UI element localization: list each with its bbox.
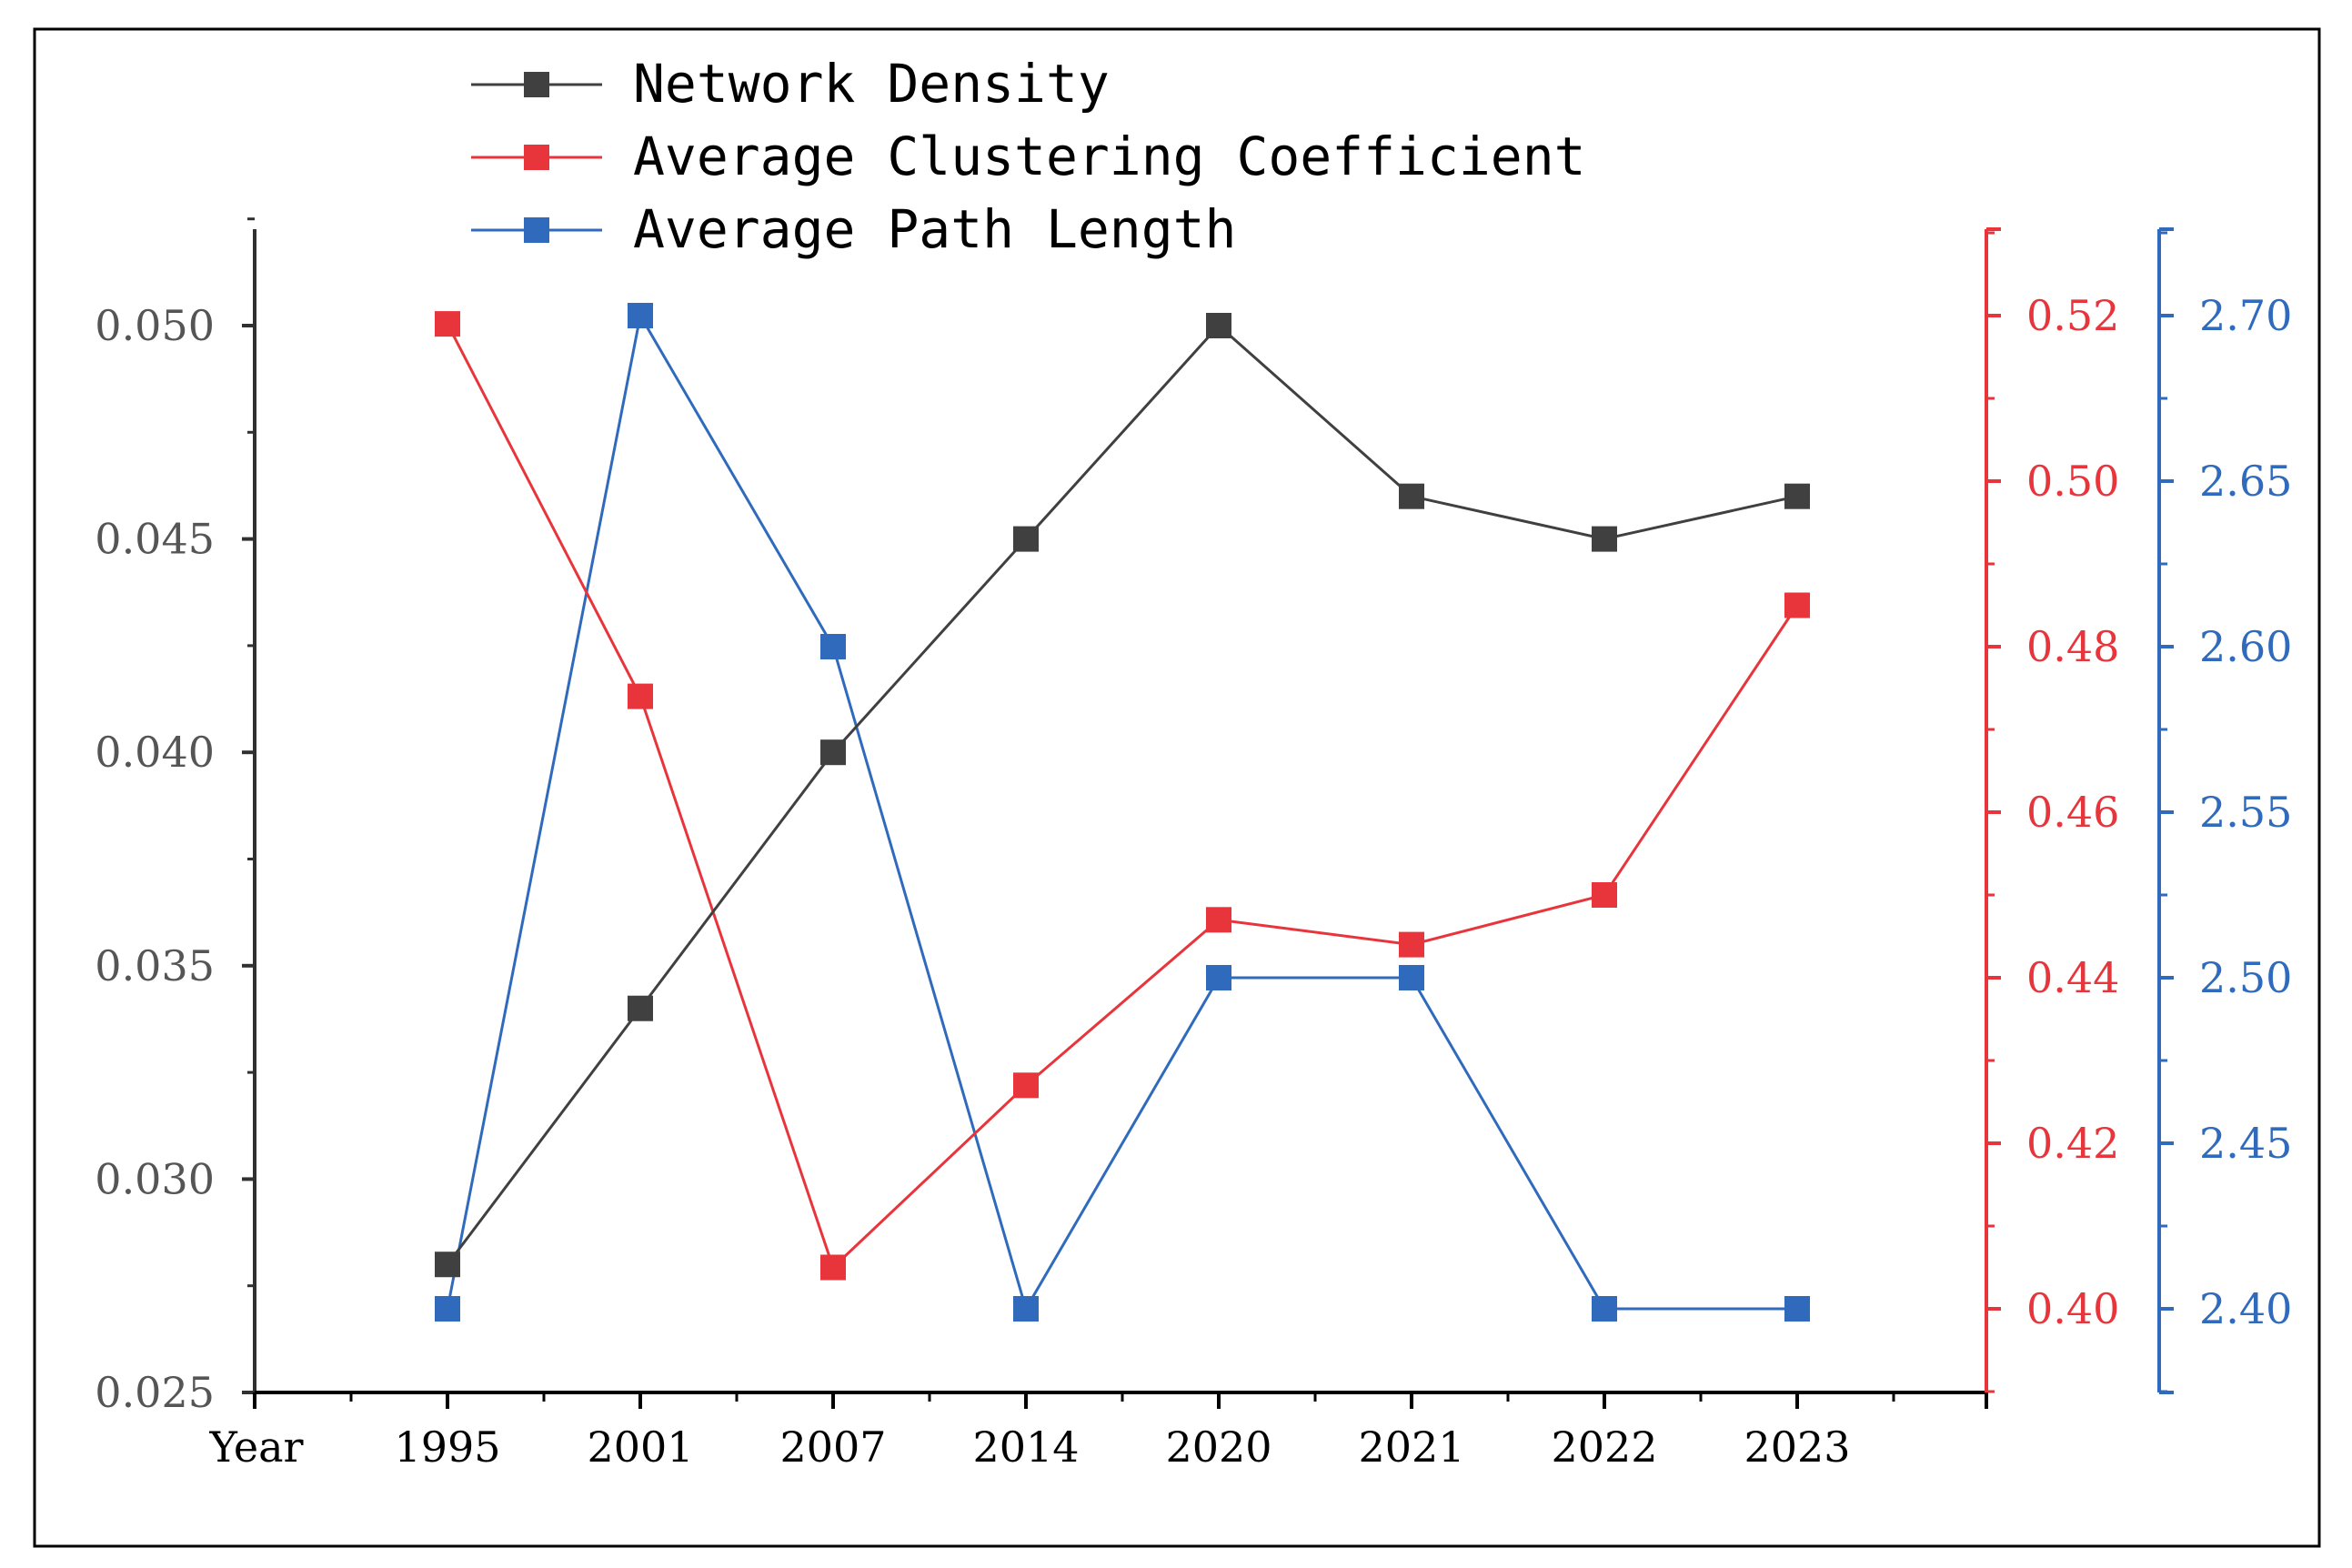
clustering-point — [1013, 1072, 1039, 1099]
series-layer — [435, 303, 1810, 1322]
clustering-line — [446, 323, 1799, 1271]
clustering-point — [1592, 882, 1617, 908]
x-tick-label: 2023 — [1744, 1422, 1850, 1472]
path-length-legend-marker — [524, 217, 549, 243]
x-axis-label: Year — [208, 1422, 303, 1472]
clustering-point — [1399, 931, 1424, 958]
density-legend-marker — [524, 72, 549, 97]
path-length-point — [1206, 965, 1231, 990]
left-tick-label: 0.035 — [95, 941, 215, 990]
density-point — [1592, 526, 1617, 552]
clustering-legend-marker — [524, 145, 549, 170]
density-point — [1013, 526, 1039, 552]
x-tick-label: 2022 — [1551, 1422, 1657, 1472]
density-legend-label: Network Density — [633, 53, 1110, 115]
left-tick-label: 0.050 — [95, 301, 215, 350]
right2-tick-label: 2.60 — [2199, 622, 2292, 671]
left-tick-label: 0.025 — [95, 1368, 215, 1417]
path-length-point — [1592, 1296, 1617, 1322]
density-point — [1399, 483, 1424, 509]
right1-tick-label: 0.44 — [2026, 953, 2119, 1002]
x-tick-label: 2007 — [779, 1422, 886, 1472]
path-length-point — [1399, 965, 1424, 990]
clustering-legend-label: Average Clustering Coefficient — [633, 126, 1586, 187]
right2-tick-label: 2.65 — [2199, 457, 2292, 506]
x-tick-label: 2001 — [587, 1422, 693, 1472]
density-point — [1206, 313, 1231, 338]
right1-tick-label: 0.46 — [2026, 788, 2119, 837]
x-tick-label: 2021 — [1358, 1422, 1464, 1472]
path-length-point — [1013, 1296, 1039, 1322]
x-axis-ticks: 1995 2001 2007 2014 2020 2021 2022 2023 — [253, 1392, 1988, 1472]
x-tick-label: 2014 — [972, 1422, 1079, 1472]
right2-tick-label: 2.50 — [2199, 953, 2292, 1002]
clustering-point — [1784, 592, 1810, 618]
path-length-line — [446, 311, 1797, 1312]
clustering-point — [435, 311, 460, 337]
clustering-point — [1206, 907, 1231, 933]
x-tick-label: 1995 — [394, 1422, 500, 1472]
clustering-axis-ticks: 0.40 0.42 0.44 0.46 0.48 0.50 0.52 — [1986, 227, 2119, 1393]
left-tick-label: 0.030 — [95, 1154, 215, 1203]
path-length-legend-label: Average Path Length — [633, 198, 1236, 260]
density-line — [446, 323, 1798, 1266]
path-length-axis-ticks: 2.40 2.45 2.50 2.55 2.60 2.65 2.70 — [2159, 227, 2292, 1394]
right2-tick-label: 2.45 — [2199, 1119, 2292, 1168]
density-point — [628, 995, 653, 1021]
legend: Network Density Average Clustering Coeffi… — [471, 53, 1586, 260]
right1-tick-label: 0.42 — [2026, 1119, 2119, 1168]
left-tick-label: 0.040 — [95, 728, 215, 777]
right1-tick-label: 0.50 — [2026, 457, 2119, 506]
path-length-point — [820, 634, 846, 659]
right1-tick-label: 0.48 — [2026, 622, 2119, 671]
path-length-point — [628, 303, 653, 328]
density-point — [435, 1251, 460, 1278]
clustering-point — [820, 1254, 846, 1281]
density-point — [1784, 483, 1810, 509]
density-point — [820, 739, 846, 766]
path-length-point — [1784, 1296, 1810, 1322]
clustering-point — [628, 683, 653, 709]
path-length-point — [435, 1296, 460, 1322]
right2-tick-label: 2.40 — [2199, 1284, 2292, 1333]
right2-tick-label: 2.55 — [2199, 788, 2292, 837]
right2-tick-label: 2.70 — [2199, 291, 2292, 340]
x-tick-label: 2020 — [1165, 1422, 1271, 1472]
right1-tick-label: 0.52 — [2026, 291, 2119, 340]
figure-border — [33, 27, 2321, 1548]
right1-tick-label: 0.40 — [2026, 1284, 2119, 1333]
left-axis-ticks: 0.025 0.030 0.035 0.040 0.045 0.050 — [95, 217, 255, 1417]
left-tick-label: 0.045 — [95, 515, 215, 564]
